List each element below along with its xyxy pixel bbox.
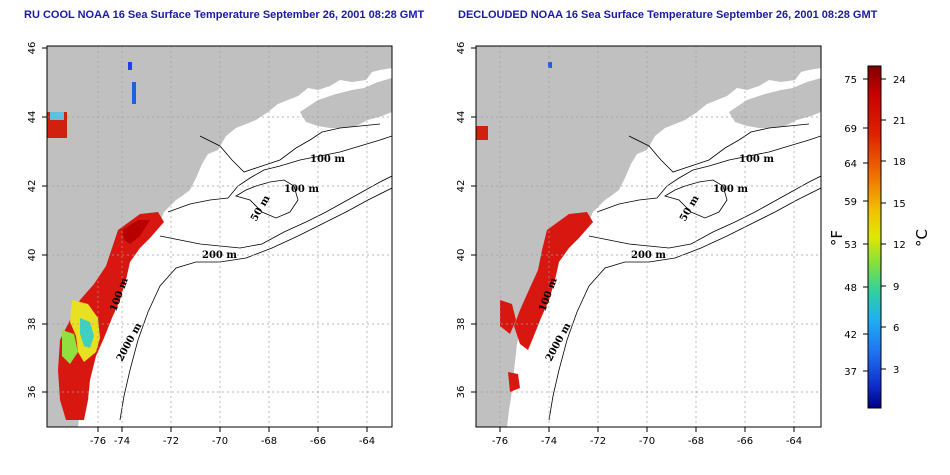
celsius-tick: 3 xyxy=(893,365,899,376)
celsius-unit-label: °C xyxy=(913,229,931,247)
colorbar: 75 69 64 59 53 48 42 37 24 21 18 15 12 9… xyxy=(828,65,931,409)
fahrenheit-tick: 64 xyxy=(844,159,857,170)
contour-2000m xyxy=(119,187,392,421)
contour-label: 100 m xyxy=(284,184,319,195)
contour-100m xyxy=(596,135,821,213)
nova-scotia xyxy=(300,78,392,128)
sst-clipped-south xyxy=(508,372,520,392)
sst-lake-2 xyxy=(132,82,136,104)
x-tick-label: -66 xyxy=(310,436,326,447)
contour-label: 200 m xyxy=(202,250,237,261)
land-mass xyxy=(476,46,821,427)
celsius-tick: 12 xyxy=(893,240,906,251)
sst-lake-1 xyxy=(548,62,552,68)
colorbar-gradient xyxy=(867,65,882,409)
y-tick-label: 38 xyxy=(456,318,467,331)
fahrenheit-tick: 42 xyxy=(844,330,857,341)
x-tick-label: -76 xyxy=(90,436,106,447)
y-tick-label: 42 xyxy=(456,180,467,193)
contour-label: 200 m xyxy=(631,250,666,261)
x-tick-label: -74 xyxy=(114,436,130,447)
graticule xyxy=(476,46,821,427)
celsius-tick: 21 xyxy=(893,116,906,127)
contour-100m xyxy=(167,135,392,213)
sst-bay-cyan xyxy=(80,318,94,348)
contour-inner xyxy=(628,123,810,173)
contour-label: 100 m xyxy=(310,154,345,165)
sst-patch-gulf xyxy=(476,126,488,140)
fahrenheit-unit-label: °F xyxy=(828,230,846,246)
fahrenheit-tick: 59 xyxy=(844,197,857,208)
celsius-tick: 15 xyxy=(893,199,906,210)
sst-bay-green xyxy=(62,330,78,364)
fahrenheit-tick: 75 xyxy=(844,75,857,86)
contour-50m xyxy=(235,179,299,219)
contour-label: 100 m xyxy=(713,184,748,195)
x-tick-label: -64 xyxy=(359,436,375,447)
celsius-tick: 18 xyxy=(893,157,906,168)
celsius-tick: 9 xyxy=(893,282,899,293)
y-tick-label: 40 xyxy=(456,249,467,262)
sst-coastal-warm xyxy=(514,212,593,350)
sst-coastal-red xyxy=(122,220,150,244)
x-tick-label: -74 xyxy=(541,436,557,447)
x-tick-label: -76 xyxy=(492,436,508,447)
left-panel-title: RU COOL NOAA 16 Sea Surface Temperature … xyxy=(24,9,425,21)
sst-coastal-warm xyxy=(58,212,164,420)
right-map-panel: 100 m 100 m 50 m 200 m 100 m 2000 m -76 … xyxy=(456,42,822,447)
graticule xyxy=(47,46,392,427)
contour-inner xyxy=(199,123,381,173)
y-tick-label: 44 xyxy=(456,111,467,124)
y-tick-label: 46 xyxy=(27,42,38,55)
y-tick-label: 36 xyxy=(456,386,467,399)
y-tick-label: 38 xyxy=(27,318,38,331)
y-tick-label: 44 xyxy=(27,111,38,124)
y-tick-label: 40 xyxy=(27,249,38,262)
right-panel-title: DECLOUDED NOAA 16 Sea Surface Temperatur… xyxy=(458,9,878,21)
contour-label: 100 m xyxy=(739,154,774,165)
x-tick-label: -72 xyxy=(590,436,606,447)
x-tick-label: -72 xyxy=(163,436,179,447)
sst-clipped-bay xyxy=(500,300,516,334)
celsius-tick: 6 xyxy=(893,323,899,334)
nova-scotia xyxy=(729,78,821,128)
x-tick-label: -66 xyxy=(737,436,753,447)
contour-200m xyxy=(159,175,392,249)
celsius-tick: 24 xyxy=(893,75,906,86)
x-tick-label: -70 xyxy=(212,436,228,447)
sst-lake-1 xyxy=(128,62,132,70)
x-tick-label: -70 xyxy=(639,436,655,447)
sst-patch-cool xyxy=(50,112,64,120)
map-frame xyxy=(475,45,822,428)
y-tick-label: 46 xyxy=(456,42,467,55)
fahrenheit-tick: 53 xyxy=(844,240,857,251)
contour-2000m xyxy=(548,187,821,421)
contour-50m xyxy=(664,179,728,219)
x-tick-label: -68 xyxy=(261,436,277,447)
fahrenheit-tick: 37 xyxy=(844,367,857,378)
land-mass xyxy=(47,46,392,427)
y-tick-label: 36 xyxy=(27,386,38,399)
contour-200m xyxy=(588,175,821,249)
fahrenheit-tick: 69 xyxy=(844,124,857,135)
left-map-panel: 100 m 100 m 50 m 200 m 100 m 2000 m -76 … xyxy=(27,42,393,447)
x-tick-label: -68 xyxy=(688,436,704,447)
x-tick-label: -64 xyxy=(786,436,802,447)
y-tick-label: 42 xyxy=(27,180,38,193)
fahrenheit-tick: 48 xyxy=(844,283,857,294)
